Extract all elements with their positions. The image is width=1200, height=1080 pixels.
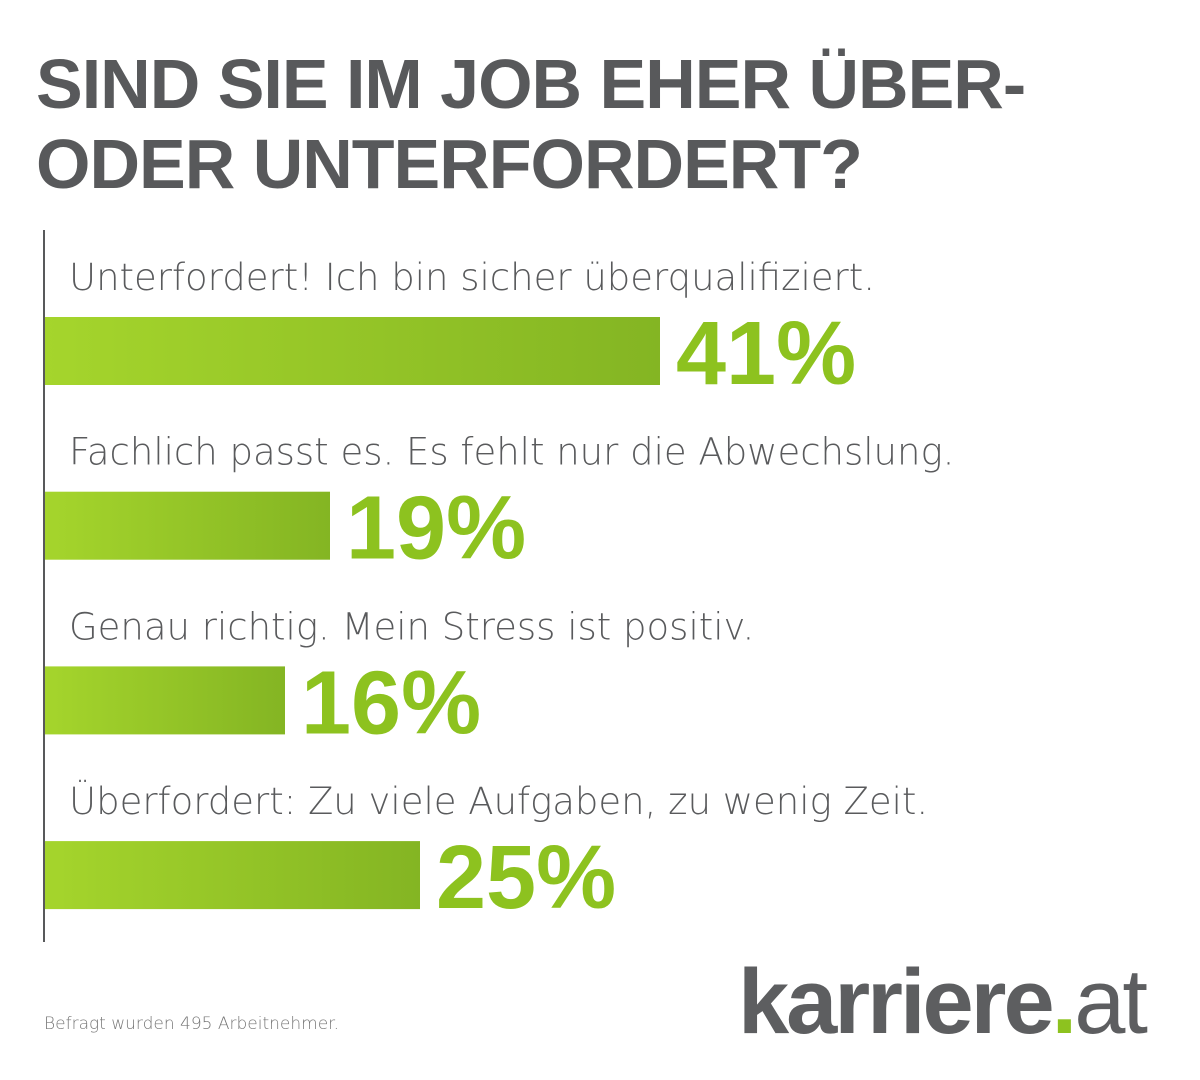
bar	[45, 317, 660, 385]
category-label: Überfordert: Zu viele Aufgaben, zu wenig…	[69, 779, 928, 823]
category-label: Fachlich passt es. Es fehlt nur die Abwe…	[69, 431, 954, 474]
value-label: 16%	[301, 653, 481, 753]
value-label: 25%	[436, 828, 616, 928]
footnote: Befragt wurden 495 Arbeitnehmer.	[44, 1014, 340, 1034]
category-label: Unterfordert! Ich bin sicher überqualifi…	[69, 256, 875, 299]
bar	[45, 491, 330, 560]
bar	[45, 666, 285, 735]
chart-title: SIND SIE IM JOB EHER ÜBER- ODER UNTERFOR…	[36, 44, 1026, 204]
value-label: 41%	[676, 304, 856, 404]
karriere-logo: karriere.at	[738, 951, 1148, 1053]
title-line-1: SIND SIE IM JOB EHER ÜBER-	[36, 45, 1026, 123]
category-label: Genau richtig. Mein Stress ist positiv.	[69, 605, 754, 648]
value-label: 19%	[346, 479, 526, 579]
title-line-2: ODER UNTERFORDERT?	[36, 125, 863, 203]
bar	[45, 841, 420, 910]
